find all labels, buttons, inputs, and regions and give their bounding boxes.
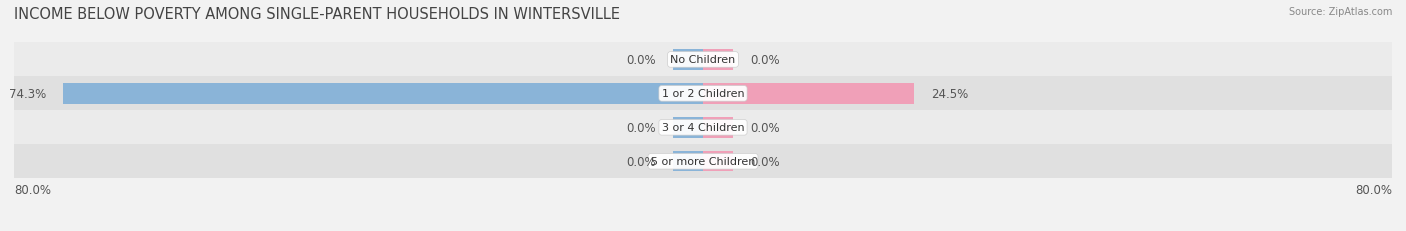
Text: No Children: No Children <box>671 55 735 65</box>
Bar <box>703 118 733 138</box>
Text: 1 or 2 Children: 1 or 2 Children <box>662 89 744 99</box>
Bar <box>703 84 914 104</box>
Text: Source: ZipAtlas.com: Source: ZipAtlas.com <box>1288 7 1392 17</box>
Text: 24.5%: 24.5% <box>931 88 969 100</box>
Text: 80.0%: 80.0% <box>14 184 51 197</box>
Bar <box>14 77 1392 111</box>
Text: 0.0%: 0.0% <box>626 155 655 168</box>
Bar <box>703 152 733 172</box>
Text: INCOME BELOW POVERTY AMONG SINGLE-PARENT HOUSEHOLDS IN WINTERSVILLE: INCOME BELOW POVERTY AMONG SINGLE-PARENT… <box>14 7 620 22</box>
Text: 0.0%: 0.0% <box>751 155 780 168</box>
Text: 3 or 4 Children: 3 or 4 Children <box>662 123 744 133</box>
Text: 0.0%: 0.0% <box>751 121 780 134</box>
Bar <box>703 50 733 70</box>
Bar <box>673 50 703 70</box>
Text: 74.3%: 74.3% <box>8 88 46 100</box>
Text: 0.0%: 0.0% <box>626 121 655 134</box>
Text: 5 or more Children: 5 or more Children <box>651 157 755 167</box>
Bar <box>673 152 703 172</box>
Text: 80.0%: 80.0% <box>1355 184 1392 197</box>
Bar <box>63 84 703 104</box>
Bar <box>14 43 1392 77</box>
Text: 0.0%: 0.0% <box>751 54 780 67</box>
Bar <box>14 111 1392 145</box>
Text: 0.0%: 0.0% <box>626 54 655 67</box>
Bar <box>673 118 703 138</box>
Bar <box>14 145 1392 179</box>
